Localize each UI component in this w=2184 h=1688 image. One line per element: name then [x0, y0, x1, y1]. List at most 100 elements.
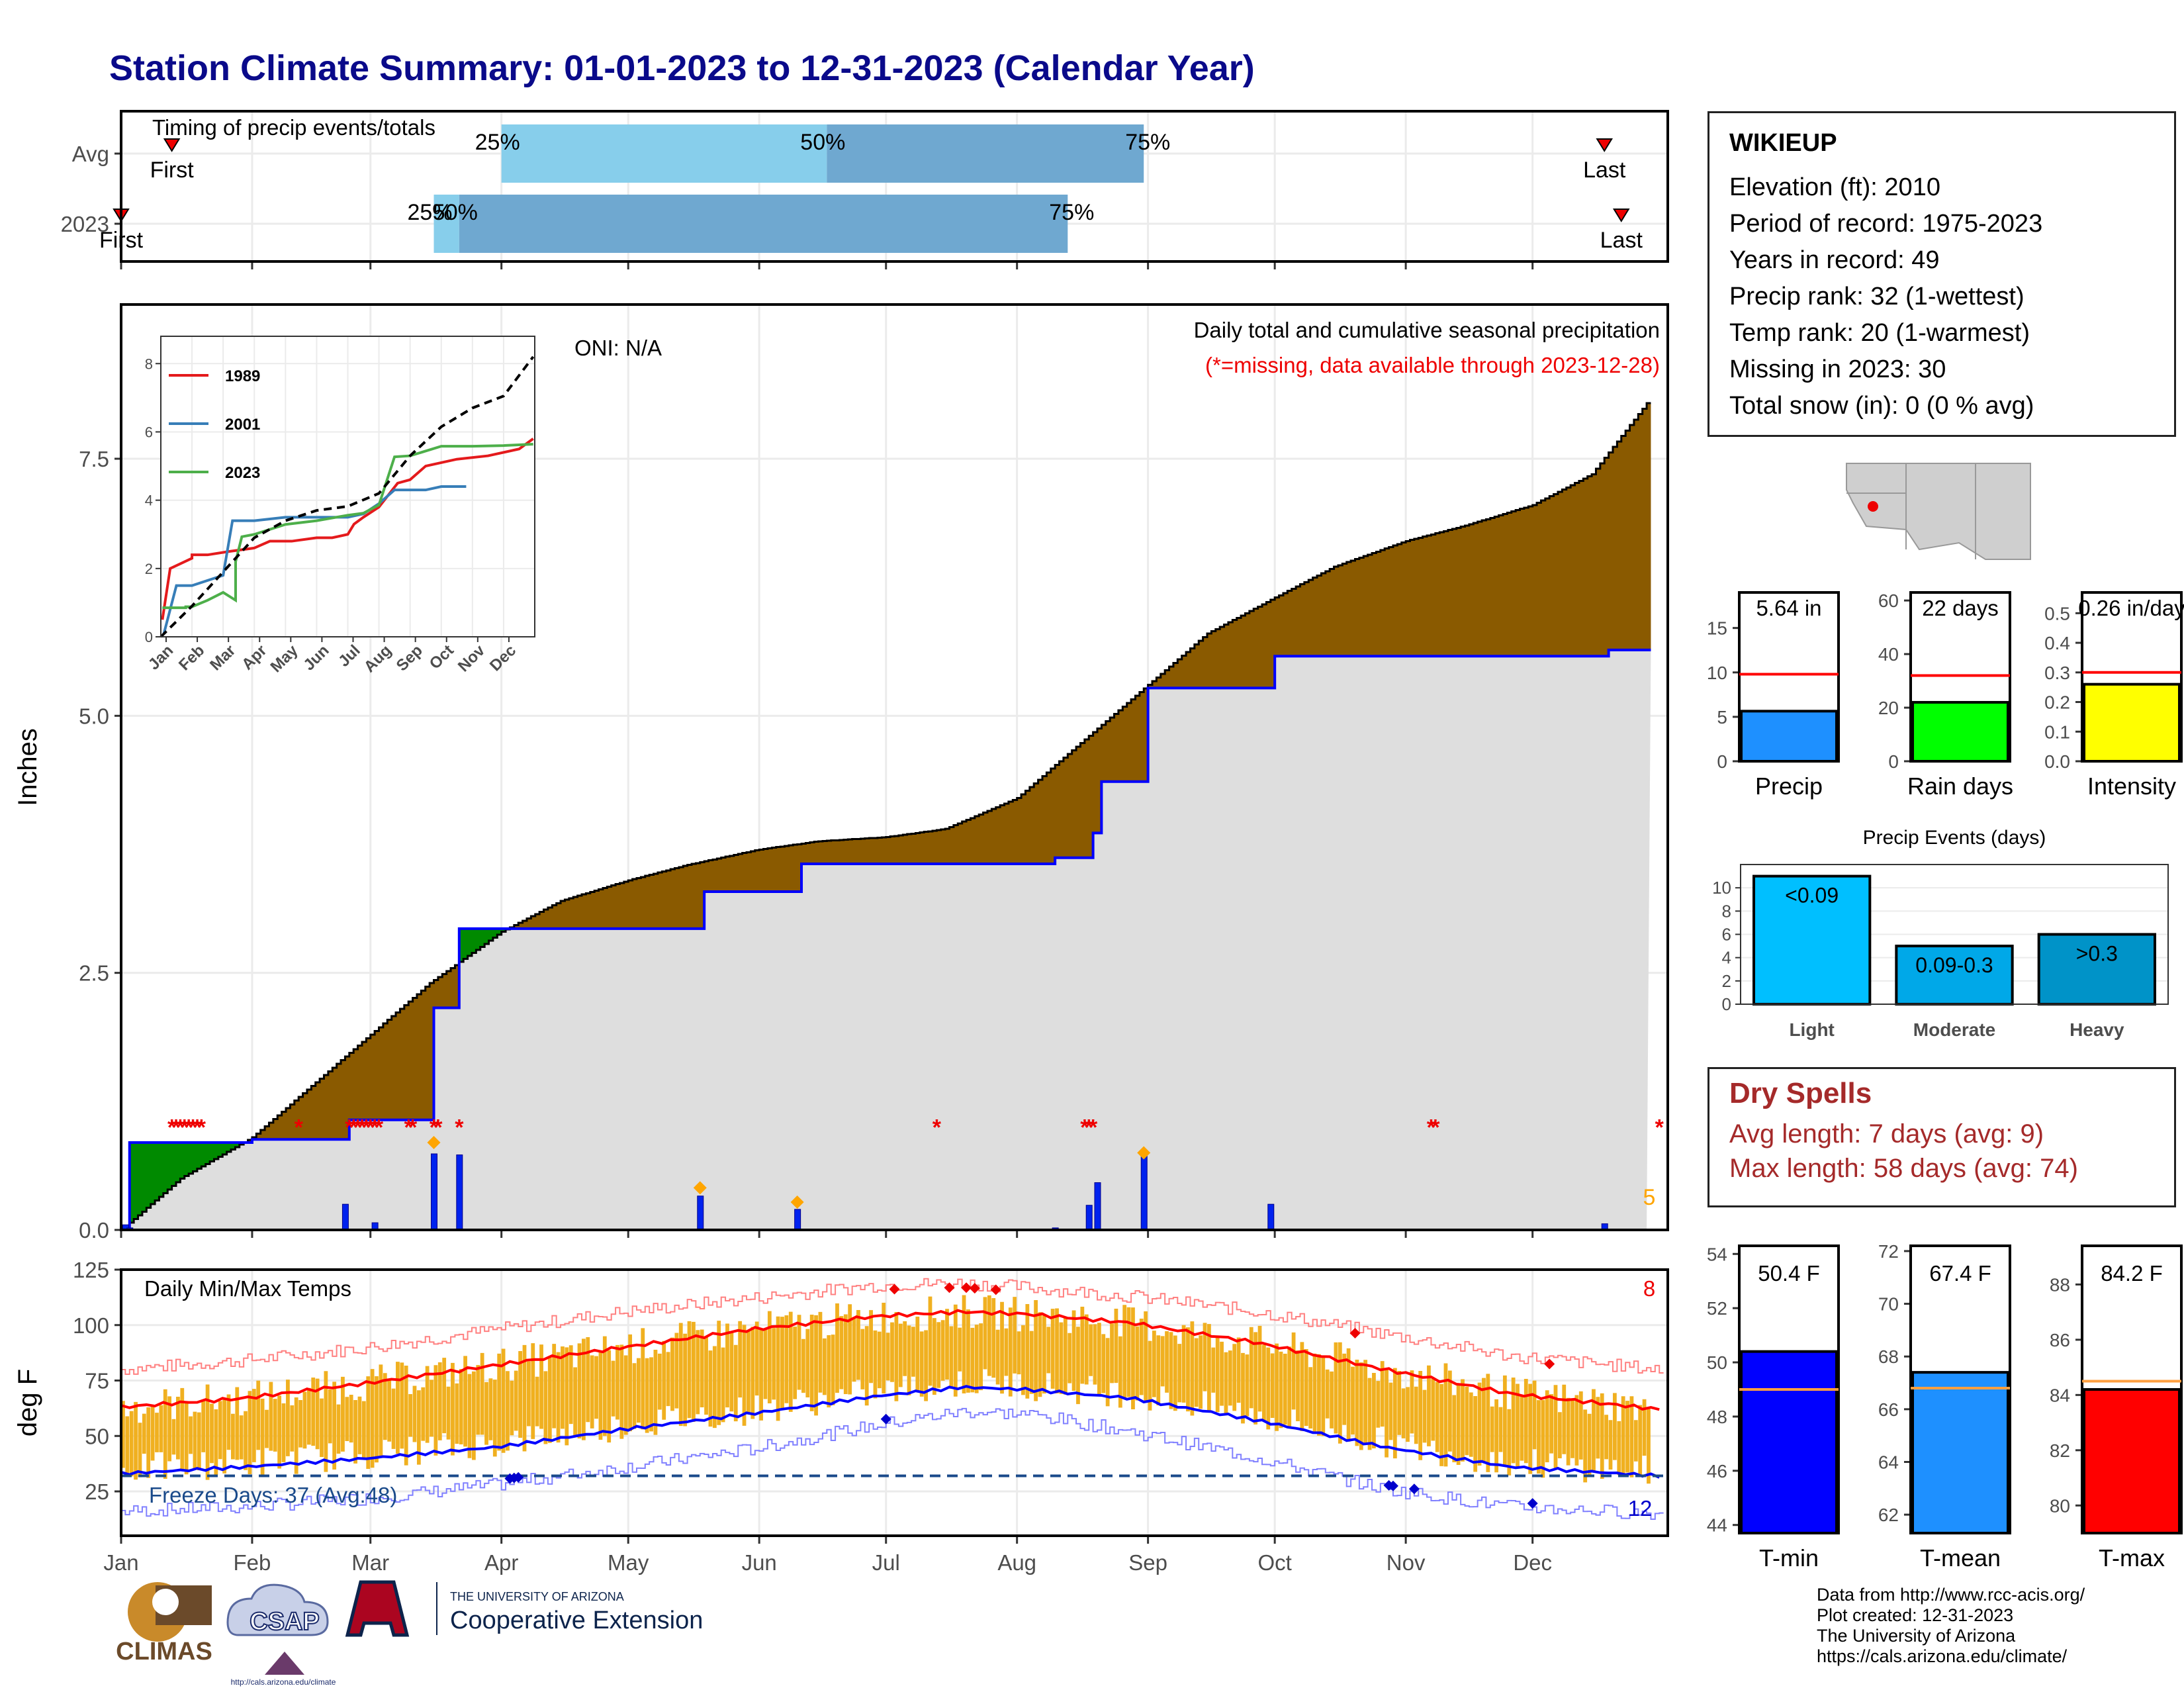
summary-ytick-label: 46 [1707, 1461, 1727, 1481]
events-category-label: Heavy [2070, 1019, 2124, 1040]
csap-mountain [265, 1652, 304, 1675]
summary-ytick-label: 82 [2050, 1440, 2070, 1461]
timing-title: Timing of precip events/totals [152, 115, 435, 140]
temps-freeze-label: Freeze Days: 37 (Avg:48) [149, 1483, 397, 1507]
summary-value-label: 50.4 F [1758, 1261, 1820, 1286]
csap-cloud [226, 1583, 329, 1636]
timing-panel-frame [120, 110, 1669, 263]
summary-value-label: 0.26 in/day [2078, 596, 2184, 620]
timing-pct-50: 50% [800, 130, 845, 155]
summary-ytick-label: 15 [1707, 618, 1727, 639]
month-axis-label: Apr [484, 1550, 518, 1575]
station-elevation: Elevation (ft): 2010 [1729, 173, 1940, 201]
locator-map-region [1846, 463, 2031, 560]
credit-url: https://cals.arizona.edu/climate/ [1817, 1646, 2068, 1666]
precip-ytick-label: 2.5 [79, 961, 109, 986]
month-axis-label: May [608, 1550, 649, 1575]
summary-value-label: 22 days [1922, 596, 1999, 620]
summary-panel-name: Precip [1755, 773, 1823, 800]
precip-missing-marker: * [1655, 1115, 1664, 1141]
summary-value-label: 67.4 F [1929, 1261, 1991, 1286]
summary-value-label: 5.64 in [1756, 596, 1821, 620]
temps-record-low-marker [1527, 1498, 1538, 1509]
summary-value-bar [1740, 1350, 1838, 1534]
month-axis-label: Aug [997, 1550, 1036, 1575]
precip-missing-marker: * [357, 1115, 367, 1141]
timing-last-marker [1596, 138, 1614, 152]
precip-missing-marker: * [189, 1115, 198, 1141]
summary-value-bar [2083, 1388, 2181, 1534]
temps-record-high-line [121, 1278, 1664, 1376]
station-precip-rank: Precip rank: 32 (1-wettest) [1729, 283, 2025, 310]
precip-corner-label: 5 [1643, 1185, 1656, 1210]
precip-missing-marker: * [375, 1115, 384, 1141]
summary-ytick-label: 72 [1878, 1241, 1899, 1262]
summary-panel-name: T-mean [1920, 1544, 2001, 1571]
events-title: Precip Events (days) [1863, 827, 2046, 849]
month-axis-label: Feb [234, 1550, 271, 1575]
summary-ytick-label: 50 [1707, 1352, 1727, 1373]
precip-missing-marker: * [193, 1115, 202, 1141]
timing-pct-75: 75% [1049, 200, 1094, 225]
summary-ytick-label: 10 [1707, 663, 1727, 683]
precip-missing-marker: * [1427, 1115, 1436, 1141]
precip-missing-marker: * [455, 1115, 464, 1141]
precip-missing-marker: * [185, 1115, 194, 1141]
precip-ylabel: Inches [13, 728, 42, 806]
events-ytick-label: 6 [1722, 925, 1731, 945]
month-axis-label: Jul [872, 1550, 900, 1575]
summary-value-bar [1740, 710, 1838, 763]
precip-avg-line [121, 402, 1651, 1231]
timing-bar-Avg-q1 [501, 124, 827, 183]
summary-ytick-label: 80 [2050, 1495, 2070, 1516]
precip-missing-marker: * [180, 1115, 189, 1141]
temps-record-high-marker [969, 1283, 980, 1294]
precip-missing-marker: * [433, 1115, 443, 1141]
station-snow: Total snow (in): 0 (0 % avg) [1729, 392, 2034, 420]
summary-ytick-label: 60 [1878, 590, 1899, 611]
precip-daily-bar [1267, 1203, 1275, 1231]
dry-spells-avg: Avg length: 7 days (avg: 9) [1729, 1119, 2044, 1149]
logo-csap: CSAP http://cals.arizona.edu/climate [226, 1583, 336, 1687]
precip-daily-bar [1140, 1155, 1148, 1231]
summary-ytick-label: 84 [2050, 1385, 2070, 1405]
precip-missing-note: (*=missing, data available through 2023-… [1205, 353, 1660, 377]
summary-panel-name: T-min [1759, 1544, 1819, 1571]
precip-panel-title: Daily total and cumulative seasonal prec… [1194, 318, 1660, 342]
precip-2023-area [121, 649, 1651, 1230]
inset-ytick-label: 2 [145, 561, 153, 577]
timing-bar-2023-q1 [433, 195, 459, 253]
inset-ytick-label: 0 [145, 629, 153, 645]
timing-pct-25: 25% [407, 200, 452, 225]
precip-ytick-label: 0.0 [79, 1218, 109, 1243]
timing-last-marker [1612, 209, 1630, 222]
temps-record-high-marker [961, 1282, 972, 1293]
summary-value-label: 84.2 F [2101, 1261, 2163, 1286]
temps-record-low-marker [1408, 1483, 1420, 1495]
inset-legend-label: 2023 [225, 464, 260, 482]
precip-extreme-marker [693, 1181, 707, 1195]
precip-missing-marker: * [349, 1115, 359, 1141]
summary-ytick-label: 64 [1878, 1452, 1899, 1472]
precip-missing-marker: * [295, 1115, 304, 1141]
precip-missing-marker: * [353, 1115, 363, 1141]
precip-panel-frame [120, 303, 1669, 1231]
timing-pct-50: 50% [433, 200, 478, 225]
precip-daily-bar [697, 1196, 704, 1231]
locator-map-borders [1846, 463, 1976, 559]
inset-frame [160, 336, 535, 637]
inset-line-1989 [161, 438, 534, 620]
inset-ytick-label: 6 [145, 424, 153, 440]
temps-record-high-marker [944, 1282, 955, 1293]
precip-missing-marker: * [430, 1115, 439, 1141]
temps-ytick-label: 75 [85, 1369, 109, 1393]
precip-daily-bar [1094, 1182, 1101, 1231]
temps-record-low-line [121, 1407, 1664, 1521]
summary-ytick-label: 5 [1717, 707, 1727, 727]
inset-line-2001 [162, 485, 467, 634]
temps-top-right: 8 [1643, 1276, 1655, 1301]
dry-spells-max: Max length: 58 days (avg: 74) [1729, 1154, 2078, 1183]
events-bar-light [1752, 874, 1872, 1006]
precip-missing-marker: * [197, 1115, 206, 1141]
